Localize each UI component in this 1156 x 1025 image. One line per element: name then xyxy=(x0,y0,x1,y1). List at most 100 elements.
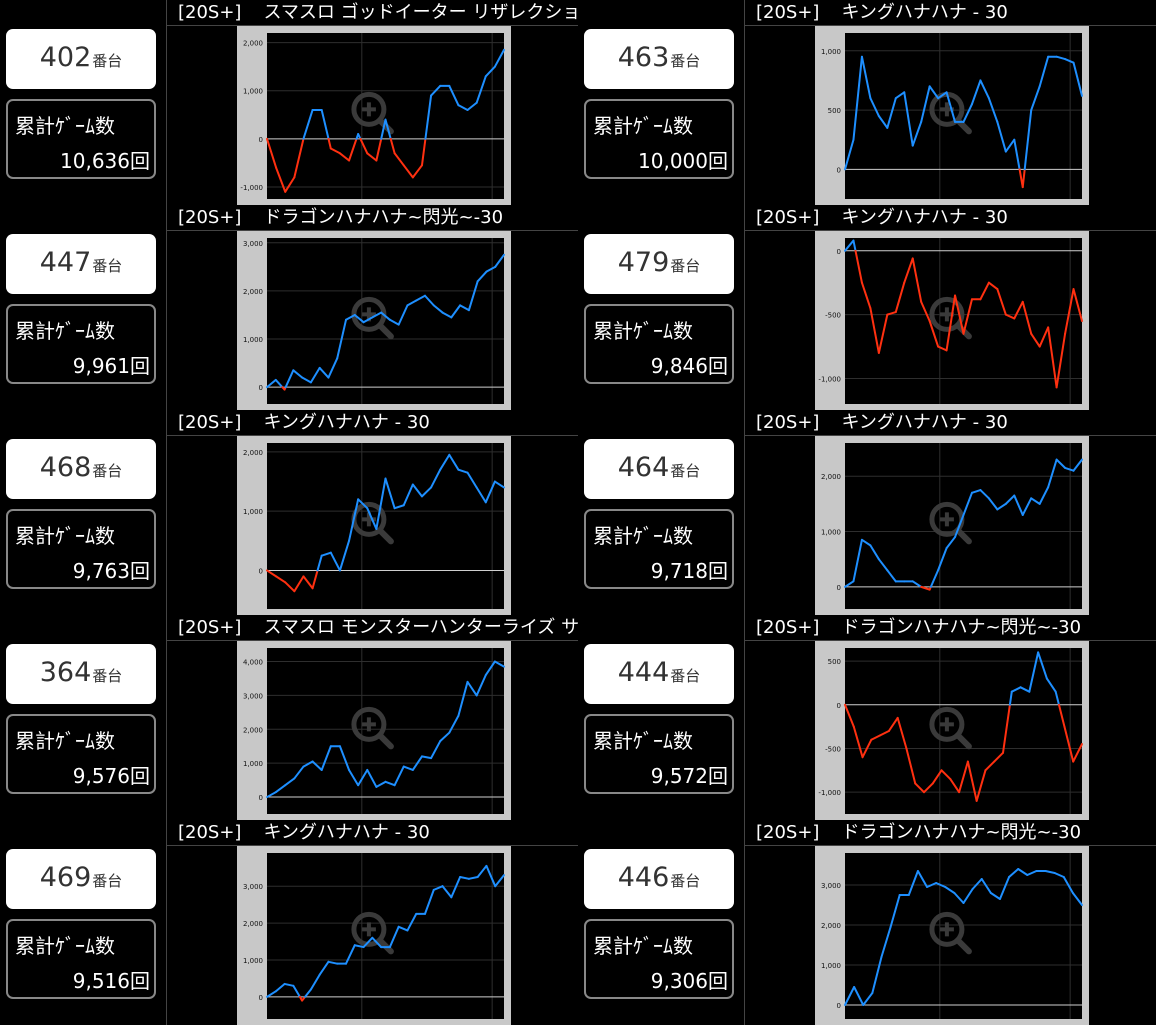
graph-segment xyxy=(411,755,423,771)
graph-segment xyxy=(971,878,983,890)
machine-name: ドラゴンハナハナ~閃光~-30 xyxy=(841,822,1082,843)
y-tick-label: 2,000 xyxy=(821,473,841,481)
machine-number-button[interactable]: 468 番台 xyxy=(6,439,156,499)
graph-segment xyxy=(284,581,296,593)
machine-number-button[interactable]: 463 番台 xyxy=(584,29,734,89)
machine-unit: 番台 xyxy=(670,872,701,890)
machine-number-button[interactable]: 447 番台 xyxy=(6,234,156,294)
machine-title[interactable]: [20S+] キングハナハナ - 30 xyxy=(166,410,578,436)
machine-title[interactable]: [20S+] キングハナハナ - 30 xyxy=(166,820,578,846)
graph-segment xyxy=(905,747,917,785)
graph-segment xyxy=(886,311,897,316)
graph-segment xyxy=(476,864,488,878)
graph-segment xyxy=(852,55,863,141)
graph-svg: 0 -500 -1,000 xyxy=(818,238,1083,404)
graph-segment xyxy=(450,304,462,319)
y-tick-label: 3,000 xyxy=(243,692,263,700)
zoom-watermark-handle xyxy=(376,732,394,750)
machine-unit: 番台 xyxy=(92,872,123,890)
divider xyxy=(166,205,167,410)
machine-title[interactable]: [20S+] キングハナハナ - 30 xyxy=(744,410,1156,436)
graph-segment xyxy=(911,120,923,147)
graph-segment xyxy=(1004,494,1016,505)
slump-graph[interactable]: 4,000 3,000 2,000 1,000 0 xyxy=(237,641,511,820)
slump-graph[interactable]: 3,000 2,000 1,000 0 xyxy=(815,846,1089,1025)
machine-title[interactable]: [20S+] ドラゴンハナハナ~閃光~-30 xyxy=(166,205,578,231)
machine-number: 469 xyxy=(39,862,92,893)
graph-segment xyxy=(345,944,356,965)
machine-number-button[interactable]: 402 番台 xyxy=(6,29,156,89)
slump-graph[interactable]: 3,000 2,000 1,000 0 xyxy=(237,231,511,410)
graph-segment xyxy=(1004,138,1016,153)
y-tick-label: 1,000 xyxy=(243,88,263,96)
machine-panel: [20S+] キングハナハナ - 30 468 番台 累計ｹﾞｰﾑ数 9,763回 2,00… xyxy=(0,410,578,615)
graph-segment xyxy=(439,453,451,471)
graph-segment xyxy=(439,731,451,743)
machine-title[interactable]: [20S+] スマスロ モンスターハンターライズ サンブレイク xyxy=(166,615,578,641)
graph-segment xyxy=(301,376,312,384)
graph-segment xyxy=(493,480,505,489)
graph-segment xyxy=(459,304,470,312)
y-tick-label: 1,000 xyxy=(821,962,841,970)
slump-graph[interactable]: 2,000 1,000 0 xyxy=(815,436,1089,615)
slump-graph[interactable]: 1,000 500 0 xyxy=(815,26,1089,205)
slump-graph[interactable]: 0 -500 -1,000 xyxy=(815,231,1089,410)
graph-segment xyxy=(1030,497,1041,505)
graph-segment xyxy=(860,538,872,547)
total-games-label: 累計ｹﾞｰﾑ数 xyxy=(593,729,693,753)
slump-graph[interactable]: 2,000 1,000 0 xyxy=(237,436,511,615)
graph-segment xyxy=(397,925,409,932)
machine-number: 464 xyxy=(617,452,670,483)
slump-graph[interactable]: 2,000 1,000 0 -1,000 xyxy=(237,26,511,205)
graph-segment xyxy=(1028,651,1040,693)
graph-segment xyxy=(979,281,990,301)
graph-segment xyxy=(1062,876,1074,894)
graph-segment xyxy=(371,311,383,319)
graph-segment xyxy=(1063,725,1075,763)
plot-area xyxy=(845,238,1082,404)
graph-segment xyxy=(475,674,487,697)
graph-segment xyxy=(945,294,957,352)
machine-title[interactable]: [20S+] スマスロ ゴッドイーター リザレクション xyxy=(166,0,578,26)
y-tick-label: 3,000 xyxy=(243,883,263,891)
machine-number-button[interactable]: 444 番台 xyxy=(584,644,734,704)
graph-segment xyxy=(916,870,929,888)
graph-segment xyxy=(375,137,383,162)
machine-number-button[interactable]: 469 番台 xyxy=(6,849,156,909)
graph-segment xyxy=(920,300,931,322)
slump-graph[interactable]: 500 0 -500 -1,000 xyxy=(815,641,1089,820)
machine-title[interactable]: [20S+] ドラゴンハナハナ~閃光~-30 xyxy=(744,615,1156,641)
machine-title[interactable]: [20S+] キングハナハナ - 30 xyxy=(744,205,1156,231)
graph-segment xyxy=(870,734,882,741)
machine-title[interactable]: [20S+] キングハナハナ - 30 xyxy=(744,0,1156,26)
y-tick-label: 1,000 xyxy=(243,957,263,965)
graph-segment xyxy=(338,745,351,771)
graph-segment xyxy=(911,257,923,303)
graph-segment xyxy=(493,660,505,668)
machine-title[interactable]: [20S+] ドラゴンハナハナ~閃光~-30 xyxy=(744,820,1156,846)
graph-segment xyxy=(954,294,965,335)
machine-number-button[interactable]: 364 番台 xyxy=(6,644,156,704)
graph-segment xyxy=(945,91,957,123)
graph-segment xyxy=(1044,870,1056,874)
y-tick-label: 0 xyxy=(259,136,263,144)
graph-segment xyxy=(954,513,965,539)
y-tick-label: 3,000 xyxy=(821,882,841,890)
graph-segment xyxy=(375,780,387,788)
slump-graph[interactable]: 3,000 2,000 1,000 0 xyxy=(237,846,511,1025)
graph-segment xyxy=(979,489,990,500)
graph-segment xyxy=(311,760,323,771)
machine-unit: 番台 xyxy=(670,257,701,275)
graph-segment xyxy=(448,84,460,107)
graph-segment xyxy=(937,91,948,100)
total-games-value: 9,961回 xyxy=(72,354,150,378)
graph-segment xyxy=(475,486,487,504)
graph-segment xyxy=(1017,868,1029,876)
machine-name: キングハナハナ - 30 xyxy=(841,2,1008,23)
machine-number-button[interactable]: 446 番台 xyxy=(584,849,734,909)
machine-number-button[interactable]: 464 番台 xyxy=(584,439,734,499)
machine-number-button[interactable]: 479 番台 xyxy=(584,234,734,294)
y-tick-label: 0 xyxy=(259,384,263,392)
graph-segment xyxy=(348,137,358,162)
y-tick-label: 1,000 xyxy=(243,760,263,768)
